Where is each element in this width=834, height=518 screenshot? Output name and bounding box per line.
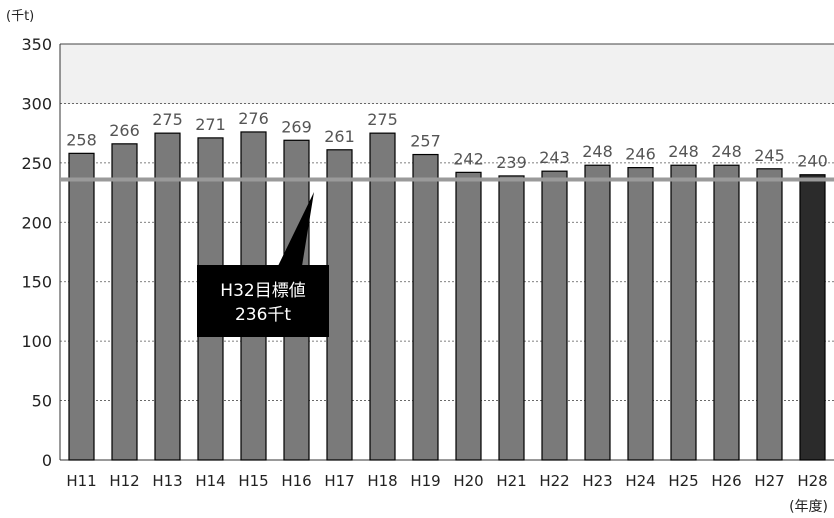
data-label-H25: 248 bbox=[668, 142, 699, 161]
data-label-H11: 258 bbox=[66, 130, 97, 149]
x-tick-label-H18: H18 bbox=[367, 472, 397, 490]
bar-H11 bbox=[68, 152, 95, 461]
data-label-H21: 239 bbox=[496, 153, 527, 172]
x-tick-label-H26: H26 bbox=[711, 472, 741, 490]
bar-H13 bbox=[154, 132, 181, 461]
data-label-H23: 248 bbox=[582, 142, 613, 161]
data-label-H16: 269 bbox=[281, 117, 312, 136]
data-label-H20: 242 bbox=[453, 149, 484, 168]
y-tick-label: 250 bbox=[21, 154, 52, 173]
x-tick-label-H21: H21 bbox=[496, 472, 526, 490]
bar-H26 bbox=[713, 164, 740, 461]
data-label-H14: 271 bbox=[195, 115, 226, 134]
x-tick-label-H22: H22 bbox=[539, 472, 569, 490]
y-tick-label: 200 bbox=[21, 213, 52, 232]
bar-H12 bbox=[111, 143, 138, 461]
bar-H25 bbox=[670, 164, 697, 461]
data-label-H13: 275 bbox=[152, 110, 183, 129]
data-label-H22: 243 bbox=[539, 148, 570, 167]
bar-H19 bbox=[412, 153, 439, 461]
callout-label-line2: 236千t bbox=[235, 305, 291, 325]
data-label-H15: 276 bbox=[238, 109, 269, 128]
x-tick-label-H13: H13 bbox=[152, 472, 182, 490]
bar-H17 bbox=[326, 149, 353, 461]
bar-H28 bbox=[799, 174, 826, 461]
x-tick-label-H20: H20 bbox=[453, 472, 483, 490]
bar-H21 bbox=[498, 175, 525, 461]
bars bbox=[68, 131, 826, 461]
bar-H18 bbox=[369, 132, 396, 461]
bar-H20 bbox=[455, 171, 482, 461]
data-label-H17: 261 bbox=[324, 127, 355, 146]
bar-H27 bbox=[756, 168, 783, 461]
y-tick-label: 350 bbox=[21, 35, 52, 54]
data-label-H26: 248 bbox=[711, 142, 742, 161]
y-tick-label: 150 bbox=[21, 273, 52, 292]
data-label-H28: 240 bbox=[797, 152, 828, 171]
x-tick-label-H17: H17 bbox=[324, 472, 354, 490]
upper-background-band bbox=[60, 44, 834, 104]
data-label-H18: 275 bbox=[367, 110, 398, 129]
x-axis-tick-labels: H11 H12 H13 H14 H15 H16 H17 H18 H19 H20 H21 H22 H23 H… bbox=[66, 472, 827, 490]
x-tick-label-H27: H27 bbox=[754, 472, 784, 490]
y-unit-label: (千t) bbox=[6, 9, 34, 24]
data-label-H12: 266 bbox=[109, 121, 140, 140]
callout-box bbox=[197, 265, 329, 337]
y-tick-label: 100 bbox=[21, 332, 52, 351]
x-tick-label-H25: H25 bbox=[668, 472, 698, 490]
bar-H23 bbox=[584, 164, 611, 461]
x-tick-label-H11: H11 bbox=[66, 472, 96, 490]
y-tick-label: 50 bbox=[32, 392, 52, 411]
bar-H24 bbox=[627, 167, 654, 461]
bar-H22 bbox=[541, 170, 568, 461]
x-tick-label-H24: H24 bbox=[625, 472, 655, 490]
callout-label-line1: H32目標値 bbox=[220, 281, 305, 301]
data-label-H24: 246 bbox=[625, 145, 656, 164]
x-tick-label-H16: H16 bbox=[281, 472, 311, 490]
x-tick-label-H12: H12 bbox=[109, 472, 139, 490]
x-unit-label: (年度) bbox=[789, 499, 828, 515]
data-label-H19: 257 bbox=[410, 132, 441, 151]
x-tick-label-H15: H15 bbox=[238, 472, 268, 490]
callout-pointer bbox=[278, 192, 314, 266]
x-tick-label-H23: H23 bbox=[582, 472, 612, 490]
x-tick-label-H19: H19 bbox=[410, 472, 440, 490]
x-tick-label-H14: H14 bbox=[195, 472, 225, 490]
y-tick-label: 300 bbox=[21, 94, 52, 113]
data-label-H27: 245 bbox=[754, 146, 785, 165]
y-tick-label: 0 bbox=[42, 451, 52, 470]
gridlines bbox=[60, 103, 834, 401]
value-labels: 258 266 275 271 276 269 261 275 257 242 239 243 248 2… bbox=[66, 109, 828, 172]
x-tick-label-H28: H28 bbox=[797, 472, 827, 490]
y-axis: 0 50 100 150 200 250 300 350 bbox=[21, 35, 834, 470]
target-callout: H32目標値 236千t bbox=[197, 192, 329, 337]
